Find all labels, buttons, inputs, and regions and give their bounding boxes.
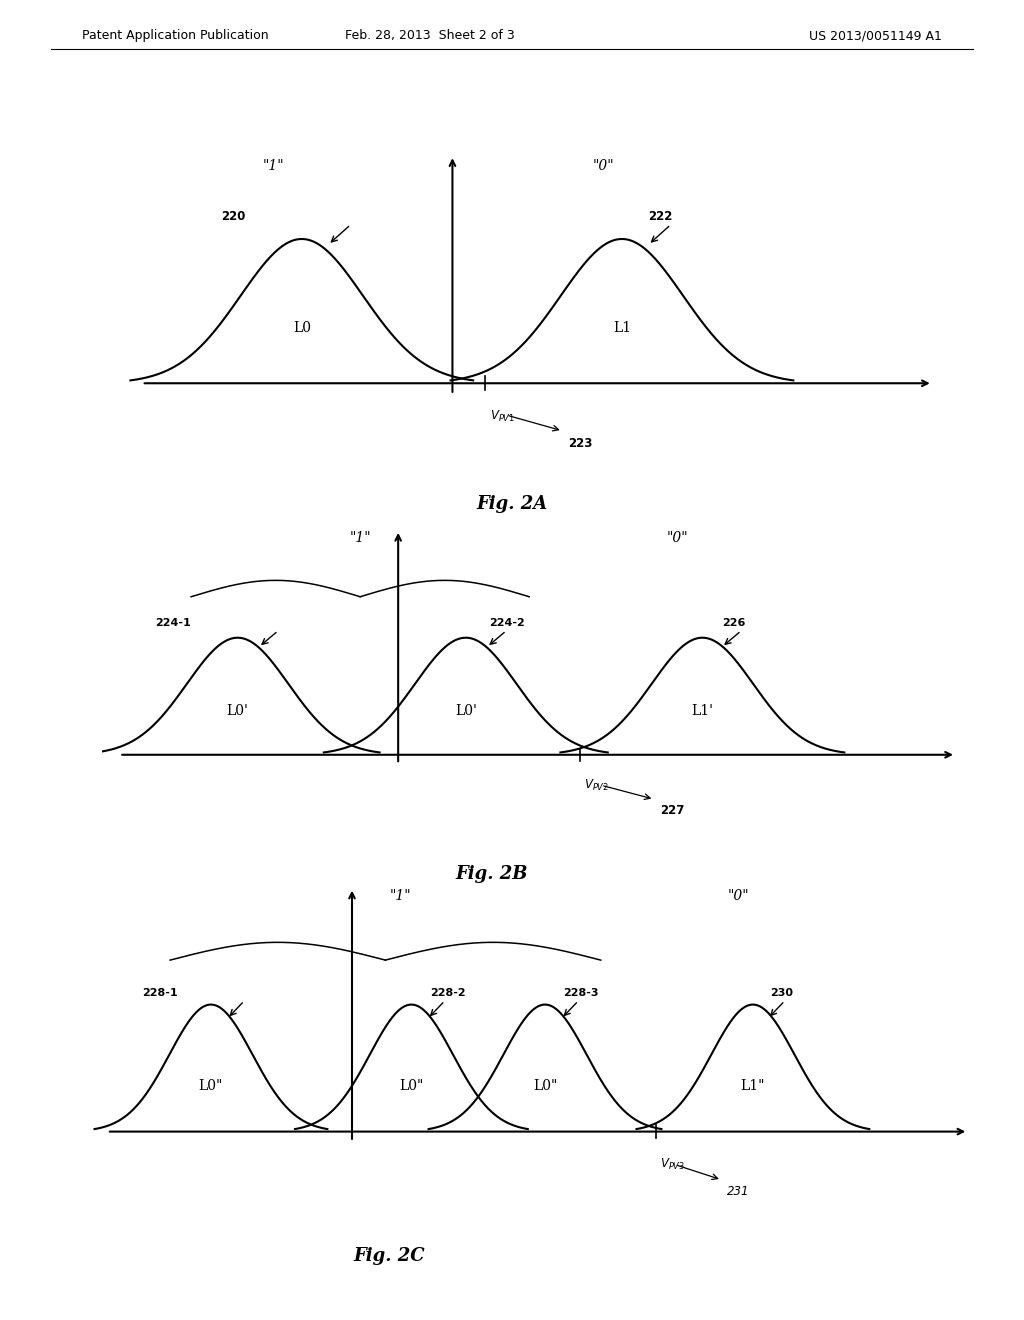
Text: Feb. 28, 2013  Sheet 2 of 3: Feb. 28, 2013 Sheet 2 of 3 [345, 29, 515, 42]
Text: "0": "0" [667, 531, 688, 545]
Text: "1": "1" [263, 158, 285, 173]
Text: Fig. 2A: Fig. 2A [476, 495, 548, 513]
Text: US 2013/0051149 A1: US 2013/0051149 A1 [809, 29, 942, 42]
Text: 220: 220 [221, 210, 246, 223]
Text: L0": L0" [532, 1078, 557, 1093]
Text: L0": L0" [199, 1078, 223, 1093]
Text: "0": "0" [727, 890, 749, 903]
Text: L1: L1 [613, 322, 631, 335]
Text: Fig. 2B: Fig. 2B [456, 865, 527, 883]
Text: $V_{PV1}$: $V_{PV1}$ [490, 409, 515, 424]
Text: "1": "1" [389, 890, 411, 903]
Text: 222: 222 [648, 210, 673, 223]
Text: Fig. 2C: Fig. 2C [353, 1247, 425, 1266]
Text: 228-3: 228-3 [563, 987, 599, 998]
Text: 223: 223 [568, 437, 593, 450]
Text: Patent Application Publication: Patent Application Publication [82, 29, 268, 42]
Text: 228-2: 228-2 [430, 987, 466, 998]
Text: L1': L1' [691, 705, 714, 718]
Text: "0": "0" [592, 158, 614, 173]
Text: L1": L1" [740, 1078, 765, 1093]
Text: 228-1: 228-1 [142, 987, 177, 998]
Text: $V_{PV3}$: $V_{PV3}$ [660, 1158, 685, 1172]
Text: 224-1: 224-1 [156, 618, 191, 628]
Text: L0: L0 [293, 322, 311, 335]
Text: L0": L0" [399, 1078, 424, 1093]
Text: L0': L0' [455, 705, 477, 718]
Text: 230: 230 [770, 987, 793, 998]
Text: 227: 227 [660, 804, 684, 817]
Text: $V_{PV2}$: $V_{PV2}$ [584, 779, 609, 793]
Text: "1": "1" [349, 531, 371, 545]
Text: L0': L0' [226, 705, 249, 718]
Text: 231: 231 [727, 1185, 750, 1199]
Text: 226: 226 [722, 618, 745, 628]
Text: 224-2: 224-2 [489, 618, 525, 628]
